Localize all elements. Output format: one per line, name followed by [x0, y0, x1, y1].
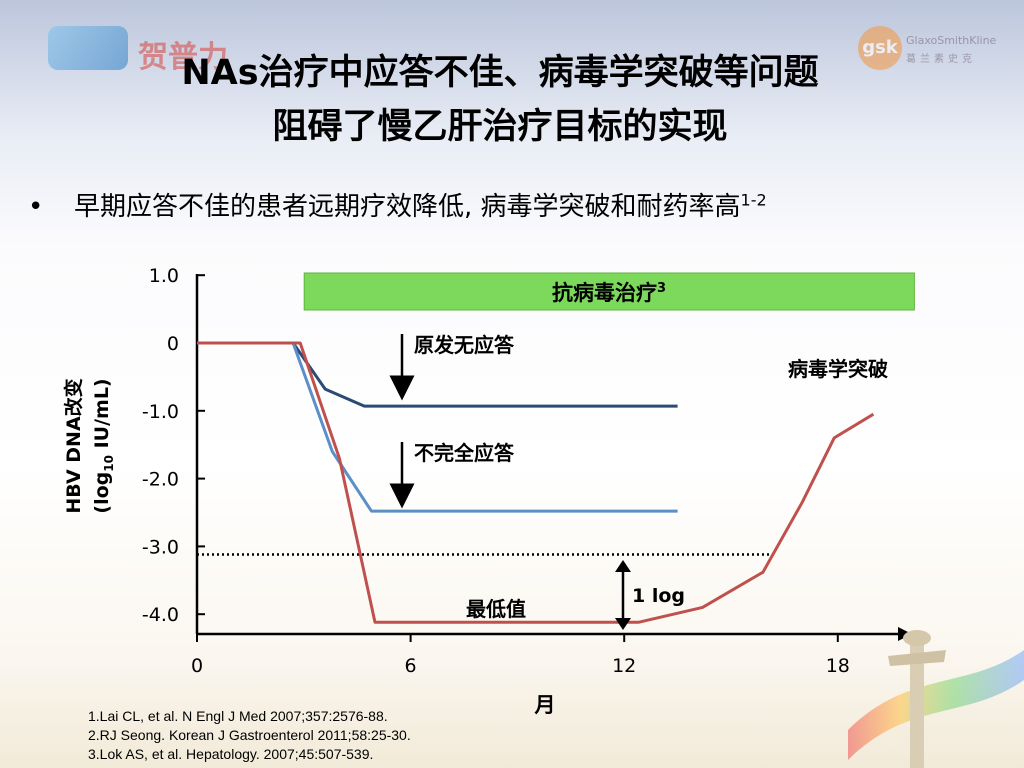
annotation-breakthrough: 病毒学突破 — [788, 357, 888, 381]
reference-item: 3.Lok AS, et al. Hepatology. 2007;45:507… — [88, 746, 374, 762]
x-axis-label: 月 — [534, 693, 556, 717]
one-log-arrow-up — [615, 560, 631, 572]
treatment-bar — [303, 272, 915, 311]
annotation-one-log: 1 log — [632, 585, 685, 607]
treatment-bar-label: 抗病毒治疗3 — [552, 281, 666, 305]
reference-item: 2.RJ Seong. Korean J Gastroenterol 2011;… — [88, 727, 411, 743]
y-tick-label: 0 — [167, 333, 179, 355]
y-axis-label: HBV DNA改变 — [62, 378, 85, 513]
bullet-text-main: 早期应答不佳的患者远期疗效降低, 病毒学突破和耐药率高 — [74, 192, 741, 222]
bullet-symbol: • — [28, 192, 44, 222]
y-tick-label: -2.0 — [142, 469, 179, 491]
annotation-primary-nonresponse: 原发无应答 — [414, 333, 515, 357]
y-tick-label: -1.0 — [142, 401, 179, 423]
reference-item: 1.Lai CL, et al. N Engl J Med 2007;357:2… — [88, 708, 388, 724]
y-tick-label: -4.0 — [142, 604, 179, 626]
x-tick-label: 0 — [191, 655, 203, 677]
series-line-partial — [197, 341, 678, 513]
slide-title-line1: NAs治疗中应答不佳、病毒学突破等问题 — [181, 53, 819, 93]
bullet-text: 早期应答不佳的患者远期疗效降低, 病毒学突破和耐药率高1-2 — [74, 190, 767, 222]
y-axis-label-unit: (log10 IU/mL) — [91, 378, 116, 513]
annotation-nadir: 最低值 — [466, 597, 526, 621]
gsk-logo: gsk GlaxoSmithKline 葛兰素史克 — [858, 26, 1008, 78]
x-tick-label: 12 — [612, 655, 636, 677]
bullet-citation: 1-2 — [740, 190, 767, 210]
x-tick-label: 18 — [826, 655, 850, 677]
y-tick-label: 1.0 — [149, 265, 179, 287]
one-log-arrow-down — [615, 618, 631, 630]
brand-logo-text: 贺普力 — [138, 40, 228, 75]
gsk-logo-mark: gsk — [858, 26, 902, 70]
brand-logo-mark — [48, 26, 128, 70]
gsk-logo-name: GlaxoSmithKline — [906, 34, 997, 47]
references: 1.Lai CL, et al. N Engl J Med 2007;357:2… — [88, 707, 411, 764]
decorative-pillar — [848, 630, 1024, 768]
brand-logo-left: 贺普力 — [48, 18, 258, 76]
slide-title-line2: 阻碍了慢乙肝治疗目标的实现 — [272, 107, 728, 147]
y-tick-label: -3.0 — [142, 536, 179, 558]
x-tick-label: 6 — [405, 655, 417, 677]
bullet-point: • 早期应答不佳的患者远期疗效降低, 病毒学突破和耐药率高1-2 — [28, 186, 767, 223]
series-line-breakthrough — [197, 341, 875, 624]
slide-title: NAs治疗中应答不佳、病毒学突破等问题 阻碍了慢乙肝治疗目标的实现 — [40, 46, 960, 154]
gsk-logo-cn: 葛兰素史克 — [906, 54, 976, 65]
annotation-partial-response: 不完全应答 — [414, 441, 515, 465]
